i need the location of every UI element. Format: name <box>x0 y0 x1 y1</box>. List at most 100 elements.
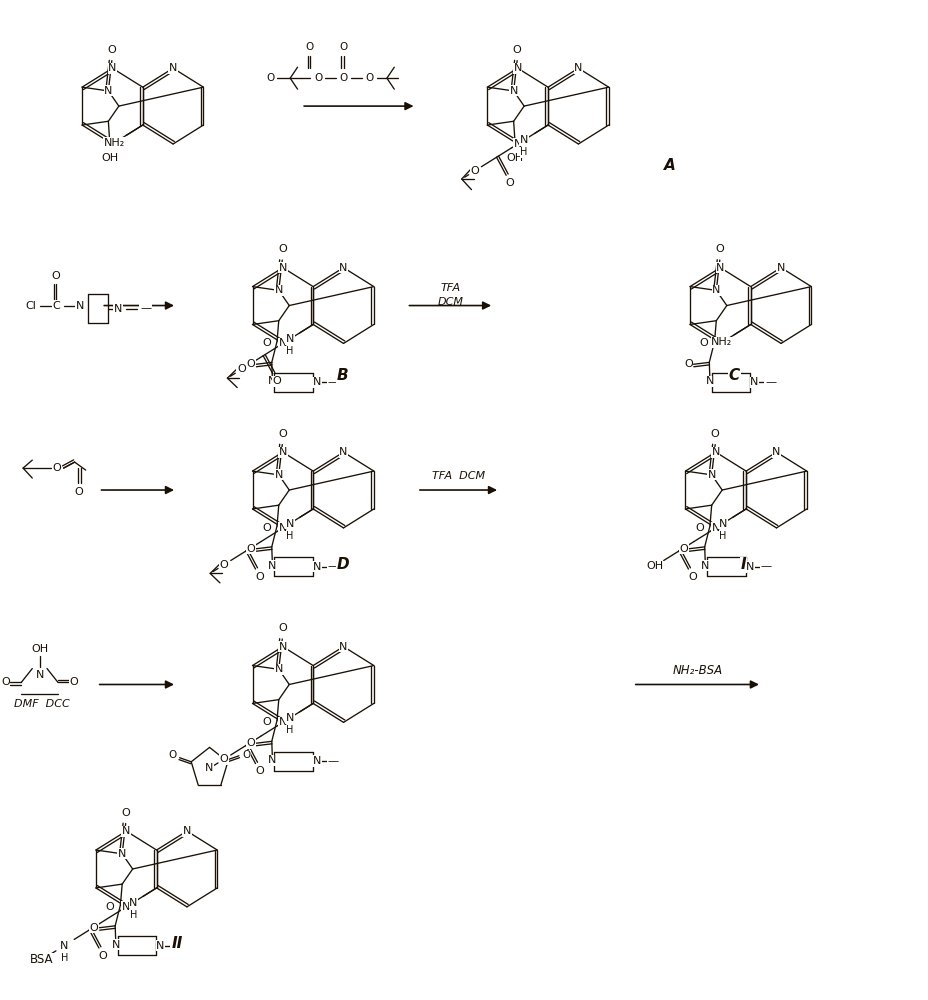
Text: O: O <box>678 544 688 554</box>
Text: O: O <box>710 429 719 439</box>
Text: N: N <box>750 377 758 387</box>
Text: N: N <box>35 670 44 680</box>
Text: N: N <box>156 941 164 951</box>
Text: O: O <box>219 754 228 764</box>
Text: II: II <box>171 936 182 951</box>
Text: N: N <box>104 86 112 96</box>
Text: N: N <box>113 304 122 314</box>
Text: N: N <box>183 826 191 836</box>
Text: N: N <box>275 285 283 295</box>
Text: N: N <box>286 334 294 344</box>
Text: O: O <box>266 73 275 83</box>
Text: O: O <box>715 244 724 254</box>
Text: O: O <box>470 166 479 176</box>
Text: N: N <box>771 447 780 457</box>
Text: O: O <box>365 73 373 83</box>
Text: O: O <box>246 359 255 369</box>
Text: O: O <box>169 750 177 760</box>
Text: O: O <box>242 750 250 760</box>
Text: N: N <box>519 135 527 145</box>
Text: N: N <box>513 63 522 73</box>
Text: A: A <box>664 158 675 173</box>
Text: TFA: TFA <box>440 283 460 293</box>
Text: N: N <box>205 763 213 773</box>
Text: N: N <box>60 941 69 951</box>
Text: O: O <box>1 677 10 687</box>
Text: O: O <box>108 45 116 55</box>
Text: O: O <box>70 677 78 687</box>
Text: N: N <box>278 523 287 533</box>
Text: O: O <box>74 487 83 497</box>
Text: N: N <box>513 139 522 149</box>
Text: N: N <box>776 263 784 273</box>
Text: BSA: BSA <box>30 953 53 966</box>
Text: I: I <box>740 557 745 572</box>
Text: C: C <box>52 301 60 311</box>
Text: O: O <box>688 572 696 582</box>
Text: N: N <box>339 447 347 457</box>
Text: O: O <box>505 178 514 188</box>
Text: —: — <box>759 562 770 572</box>
Text: N: N <box>108 139 117 149</box>
Text: OH: OH <box>507 153 523 163</box>
Text: N: N <box>169 63 177 73</box>
Text: —: — <box>140 304 151 314</box>
Text: O: O <box>90 923 98 933</box>
Text: TFA  DCM: TFA DCM <box>432 471 484 481</box>
Text: H: H <box>286 531 293 541</box>
Text: H: H <box>520 147 527 157</box>
Text: O: O <box>106 902 114 912</box>
Text: N: N <box>108 63 117 73</box>
Text: N: N <box>711 447 719 457</box>
Text: N: N <box>715 263 724 273</box>
Text: N: N <box>339 263 347 273</box>
Text: N: N <box>705 376 714 386</box>
Text: N: N <box>275 664 283 674</box>
Text: N: N <box>122 826 130 836</box>
Text: O: O <box>262 338 271 348</box>
Text: O: O <box>339 73 347 83</box>
Text: N: N <box>278 263 287 273</box>
Text: N: N <box>286 713 294 723</box>
Text: N: N <box>286 519 294 529</box>
Text: DCM: DCM <box>437 297 463 307</box>
Text: Cl: Cl <box>25 301 36 311</box>
Text: OH: OH <box>101 153 119 163</box>
Text: N: N <box>711 523 719 533</box>
Text: OH: OH <box>31 644 48 654</box>
Text: —: — <box>327 756 338 766</box>
Text: O: O <box>315 73 323 83</box>
Text: H: H <box>286 346 293 356</box>
Text: N: N <box>278 447 287 457</box>
Text: O: O <box>277 623 287 633</box>
Text: N: N <box>268 376 277 386</box>
Text: O: O <box>122 808 130 818</box>
Text: NH₂-BSA: NH₂-BSA <box>672 664 722 677</box>
Text: N: N <box>313 756 321 766</box>
Text: N: N <box>76 301 84 311</box>
Text: O: O <box>339 42 347 52</box>
Text: N: N <box>715 338 724 348</box>
Text: N: N <box>509 86 517 96</box>
Text: O: O <box>246 544 255 554</box>
Text: NH₂: NH₂ <box>711 337 732 347</box>
Text: N: N <box>275 470 283 480</box>
Text: O: O <box>98 951 108 961</box>
Text: N: N <box>701 561 709 571</box>
Text: N: N <box>707 470 715 480</box>
Text: N: N <box>129 898 137 908</box>
Text: N: N <box>313 562 321 572</box>
Text: O: O <box>219 560 228 570</box>
Text: N: N <box>712 285 720 295</box>
Text: C: C <box>728 368 739 383</box>
Text: H: H <box>60 953 68 963</box>
Text: O: O <box>683 359 692 369</box>
Text: O: O <box>246 738 255 748</box>
Text: —: — <box>327 377 338 387</box>
Text: N: N <box>111 940 120 950</box>
Text: O: O <box>694 523 703 533</box>
Text: DMF  DCC: DMF DCC <box>14 699 70 709</box>
Text: N: N <box>745 562 754 572</box>
Text: N: N <box>278 338 287 348</box>
Text: O: O <box>305 42 314 52</box>
